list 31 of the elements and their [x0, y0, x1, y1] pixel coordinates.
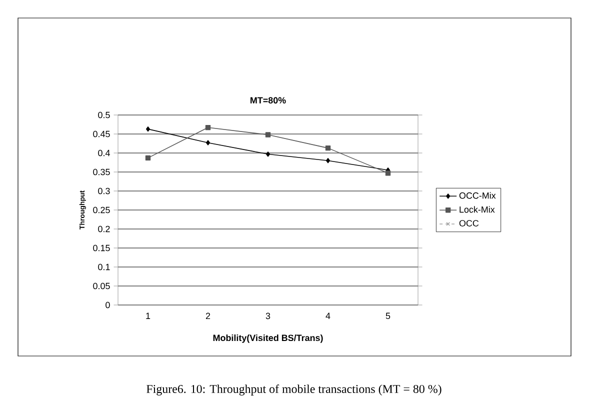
x-tick-label: 4 — [326, 312, 330, 319]
point — [145, 155, 151, 161]
y-tick-label: 0.5 — [98, 112, 110, 118]
y-tick-label: 0 — [106, 302, 110, 308]
x-tick-label: 2 — [206, 312, 210, 320]
chart-title: MT=80% — [250, 97, 286, 104]
x-tick-label: 5 — [386, 312, 390, 320]
point — [265, 132, 271, 138]
y-tick-label: 0.3 — [98, 188, 110, 194]
point — [205, 124, 211, 130]
y-tick-label: 0.15 — [93, 244, 110, 252]
y-tick-label: 0.45 — [93, 130, 110, 138]
x-axis-title: Mobility(Visited BS/Trans) — [213, 334, 323, 343]
y-tick-label: 0.05 — [93, 282, 110, 290]
point — [326, 158, 330, 164]
y-tick-label: 0.35 — [93, 168, 110, 176]
point — [266, 152, 270, 157]
caption: Figure6. 10: Throughput of mobile transactions (MT = 80 %) — [146, 384, 442, 396]
y-tick-label: 0.4 — [98, 150, 110, 156]
y-tick-label: 0.1 — [98, 264, 110, 270]
legend-label: OCC-Mix — [459, 192, 496, 199]
point — [325, 145, 331, 151]
y-tick-label: 0.2 — [98, 226, 110, 232]
legend-label: OCC — [459, 220, 479, 226]
x-tick-label: 1 — [146, 312, 150, 319]
legend-label: Lock-Mix — [460, 206, 495, 213]
point — [146, 126, 150, 132]
point — [206, 140, 210, 146]
y-tick-label: 0.25 — [93, 206, 110, 214]
x-tick-label: 3 — [266, 312, 270, 320]
point — [385, 170, 391, 176]
